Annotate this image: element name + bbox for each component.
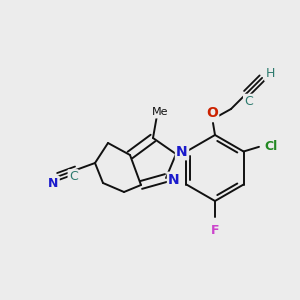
Text: C: C — [244, 95, 253, 108]
Text: O: O — [206, 106, 218, 120]
Text: Cl: Cl — [264, 140, 278, 153]
Text: F: F — [211, 224, 219, 236]
Text: N: N — [176, 145, 188, 159]
Text: C: C — [69, 170, 78, 183]
Text: N: N — [168, 173, 180, 187]
Text: Me: Me — [152, 107, 168, 117]
Text: N: N — [48, 177, 59, 190]
Text: H: H — [266, 68, 275, 80]
